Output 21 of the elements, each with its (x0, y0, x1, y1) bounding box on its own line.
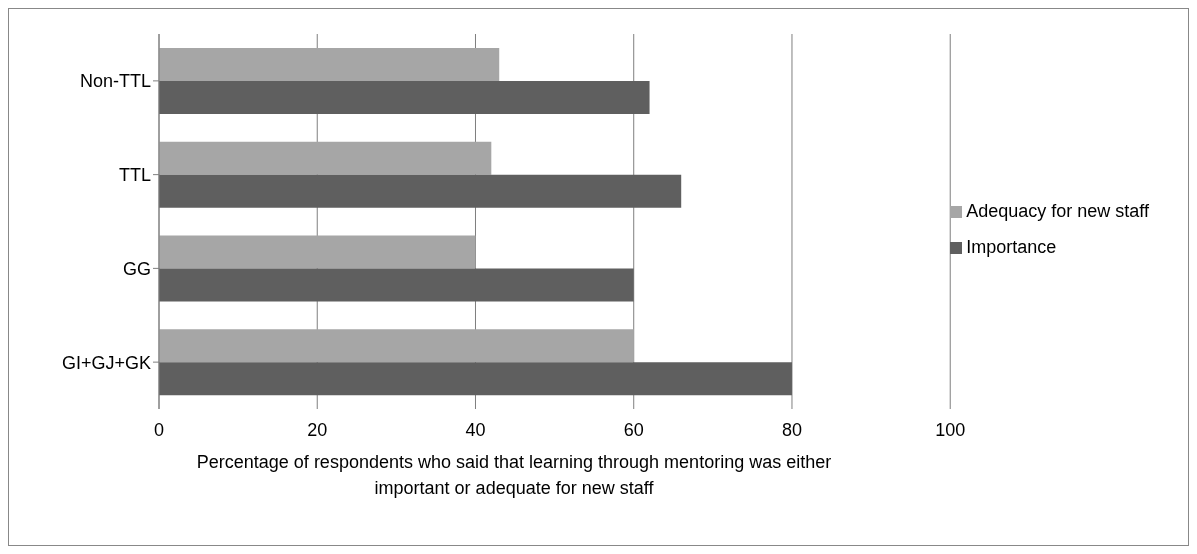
x-tick-label: 20 (307, 419, 328, 440)
bar (159, 362, 792, 396)
y-tick-label: GG (122, 258, 151, 279)
bar (159, 81, 650, 115)
y-tick-label: TTL (118, 165, 151, 186)
legend-label: Importance (966, 237, 1057, 257)
x-tick-label: 80 (781, 419, 802, 440)
y-tick-label: Non-TTL (79, 71, 151, 92)
bar (159, 235, 476, 269)
y-tick-label: GI+GJ+GK (61, 352, 151, 373)
x-tick-label: 100 (935, 419, 966, 440)
bar (159, 174, 682, 208)
legend-label: Adequacy for new staff (966, 201, 1149, 221)
x-tick-label: 60 (623, 419, 644, 440)
bar (159, 141, 492, 175)
x-tick-label: 40 (465, 419, 486, 440)
x-axis-title: Percentage of respondents who said that learning through mentoring was either important or adequate for new staff (195, 451, 833, 500)
x-tick-label: 0 (153, 419, 165, 440)
bar (159, 48, 500, 82)
bar (159, 268, 634, 302)
bar (159, 329, 634, 363)
